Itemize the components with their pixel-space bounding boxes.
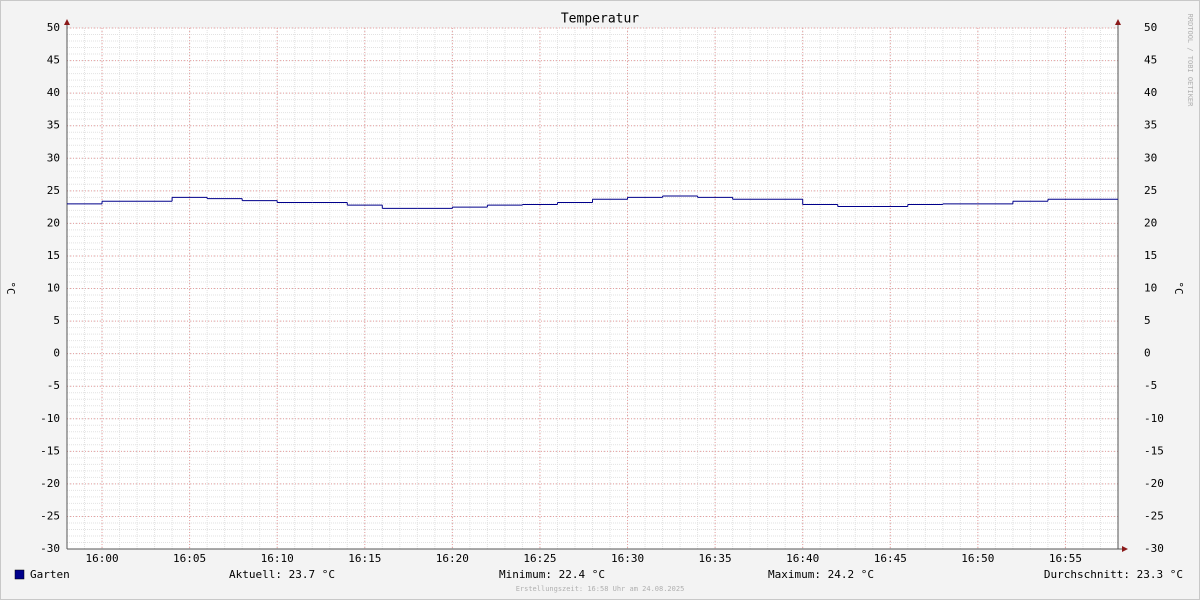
x-tick-label: 16:05	[173, 552, 206, 565]
y2-tick-label: -15	[1144, 444, 1164, 457]
axis-arrow	[1115, 19, 1121, 25]
y-tick-label: 10	[47, 282, 60, 295]
y2-tick-label: -5	[1144, 379, 1157, 392]
chart-title: Temperatur	[561, 12, 639, 27]
y2-tick-label: 0	[1144, 347, 1151, 360]
y2-tick-label: 15	[1144, 249, 1157, 262]
x-tick-label: 16:55	[1049, 552, 1082, 565]
x-tick-label: 16:20	[436, 552, 469, 565]
axis-arrow	[1122, 546, 1128, 552]
y2-tick-label: 20	[1144, 216, 1157, 229]
y-tick-label: -5	[47, 379, 60, 392]
watermark: RRDTOOL / TOBI OETIKER	[1186, 14, 1194, 108]
y2-tick-label: 5	[1144, 314, 1151, 327]
y-tick-label: -10	[40, 412, 60, 425]
legend-stat: Maximum: 24.2 °C	[768, 568, 874, 581]
y-tick-label: 5	[53, 314, 60, 327]
y-tick-label: 40	[47, 86, 60, 99]
x-tick-label: 16:00	[85, 552, 118, 565]
y-tick-label: -30	[40, 542, 60, 555]
legend-stat: Aktuell: 23.7 °C	[229, 568, 335, 581]
y-tick-label: 0	[53, 347, 60, 360]
legend-label: Garten	[30, 568, 70, 581]
x-tick-label: 16:15	[348, 552, 381, 565]
y-tick-label: 45	[47, 54, 60, 67]
y2-tick-label: 10	[1144, 282, 1157, 295]
y-tick-label: 35	[47, 119, 60, 132]
y2-tick-label: -30	[1144, 542, 1164, 555]
y2-tick-label: -20	[1144, 477, 1164, 490]
legend-stat: Durchschnitt: 23.3 °C	[1044, 568, 1183, 581]
legend-stat: Minimum: 22.4 °C	[499, 568, 605, 581]
axis-arrow	[64, 19, 70, 25]
x-tick-label: 16:35	[699, 552, 732, 565]
y-tick-label: 20	[47, 216, 60, 229]
y2-axis-label: °C	[1172, 281, 1185, 294]
grid	[64, 19, 1128, 552]
y2-tick-label: -25	[1144, 509, 1164, 522]
y2-tick-label: 30	[1144, 151, 1157, 164]
labels: Temperatur °C °C RRDTOOL / TOBI OETIKER …	[4, 12, 1194, 594]
marks	[67, 195, 1118, 209]
x-tick-label: 16:45	[874, 552, 907, 565]
x-tick-label: 16:30	[611, 552, 644, 565]
y2-tick-label: 45	[1144, 54, 1157, 67]
y2-tick-label: 50	[1144, 21, 1157, 34]
x-tick-label: 16:10	[261, 552, 294, 565]
x-tick-label: 16:40	[786, 552, 819, 565]
legend-swatch	[14, 569, 25, 580]
y-tick-label: 30	[47, 151, 60, 164]
y-tick-label: 15	[47, 249, 60, 262]
y-tick-label: -20	[40, 477, 60, 490]
y2-tick-label: 35	[1144, 119, 1157, 132]
footer: Erstellungszeit: 16:58 Uhr am 24.08.2025	[516, 585, 685, 593]
x-tick-label: 16:25	[523, 552, 556, 565]
y2-tick-label: 25	[1144, 184, 1157, 197]
y-tick-label: 50	[47, 21, 60, 34]
y2-tick-label: -10	[1144, 412, 1164, 425]
y-axis-label: °C	[4, 281, 17, 294]
y-tick-label: -25	[40, 509, 60, 522]
y-tick-label: -15	[40, 444, 60, 457]
y-tick-label: 25	[47, 184, 60, 197]
y2-tick-label: 40	[1144, 86, 1157, 99]
x-tick-label: 16:50	[961, 552, 994, 565]
